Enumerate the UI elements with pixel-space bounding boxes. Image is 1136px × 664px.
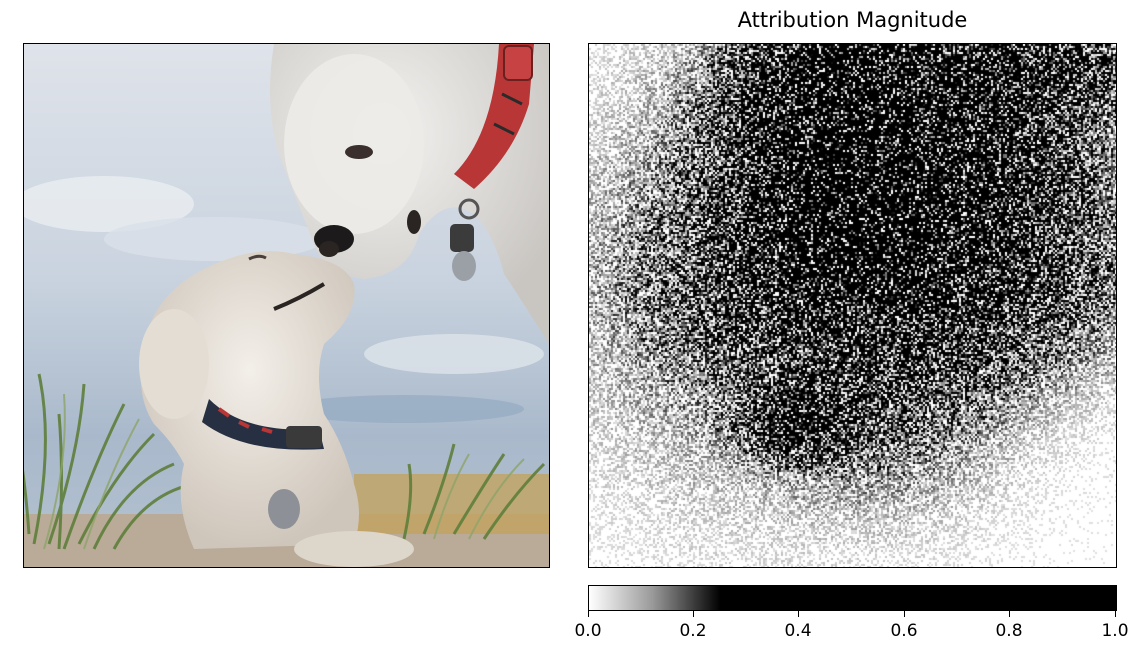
colorbar-tick-mark [693,611,694,617]
colorbar-tick-mark [904,611,905,617]
colorbar-tick-label: 0.6 [890,621,918,641]
colorbar-tick-mark [798,611,799,617]
input-image [24,44,549,567]
colorbar [588,585,1117,611]
colorbar-tick-mark [1009,611,1010,617]
attribution-heatmap [589,44,1116,567]
colorbar-tick-label: 0.2 [679,621,707,641]
colorbar-tick-label: 1.0 [1101,621,1129,641]
colorbar-tick-label: 0.8 [995,621,1023,641]
colorbar-tick-label: 0.4 [784,621,812,641]
input-image-panel [23,43,550,568]
attribution-heatmap-panel [588,43,1117,568]
colorbar-tick-mark [1115,611,1116,617]
colorbar-tick-label: 0.0 [574,621,602,641]
colorbar-tick-mark [588,611,589,617]
chart-title: Attribution Magnitude [737,8,968,32]
colorbar-gradient [589,586,1116,610]
